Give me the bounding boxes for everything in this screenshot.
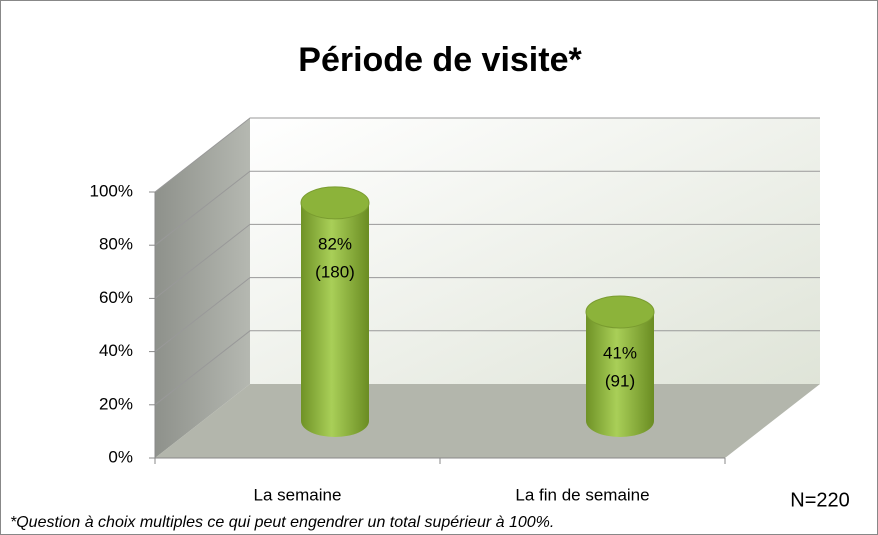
cylinder-top — [300, 186, 370, 220]
cylinder — [301, 202, 369, 437]
y-tick-label: 80% — [99, 235, 133, 254]
y-tick-label: 100% — [90, 181, 133, 200]
value-label: 82% — [318, 234, 352, 253]
grid-line — [154, 117, 820, 193]
y-tick-label: 20% — [99, 394, 133, 413]
footnote: *Question à choix multiples ce qui peut … — [10, 514, 554, 531]
y-tick-label: 40% — [99, 341, 133, 360]
floor — [155, 384, 820, 458]
cylinder — [586, 311, 654, 437]
y-tick-label: 0% — [108, 447, 133, 466]
count-label: (180) — [315, 262, 355, 281]
count-label: (91) — [605, 371, 635, 390]
back-wall — [250, 118, 820, 384]
grid-line — [154, 223, 820, 299]
x-tick-label: La fin de semaine — [515, 485, 649, 504]
value-label: 41% — [603, 343, 637, 362]
annotation: N=220 — [790, 489, 850, 511]
grid-line — [154, 277, 820, 352]
y-tick-label: 60% — [99, 288, 133, 307]
chart-title: Période de visite* — [298, 41, 582, 79]
grid-line — [154, 170, 820, 246]
side-wall — [155, 118, 250, 458]
x-tick-label: La semaine — [254, 485, 342, 504]
cylinder-top — [585, 295, 655, 329]
